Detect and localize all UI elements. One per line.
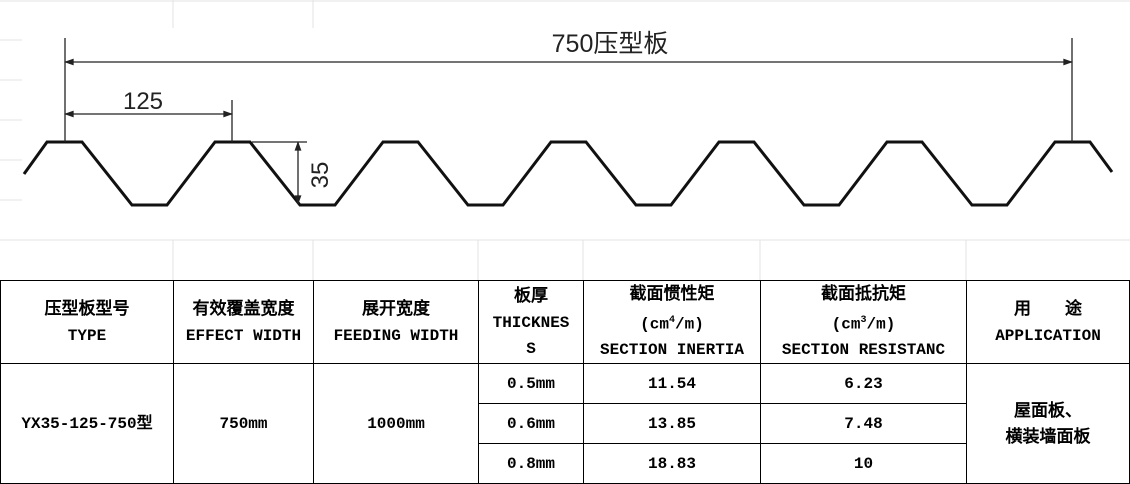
background-grid <box>0 0 1130 280</box>
unit: /m) <box>675 315 704 334</box>
unit: (cm <box>640 315 669 334</box>
header-en: THICKNES <box>492 313 570 332</box>
header-zh: 截面抵抗矩 <box>821 284 906 304</box>
height-label: 35 <box>307 162 334 189</box>
unit-exponent: 3 <box>860 315 867 326</box>
inertia-cell: 13.85 <box>583 403 761 445</box>
header-application: 用 途 APPLICATION <box>966 279 1130 365</box>
resistance-cell: 7.48 <box>760 403 967 445</box>
table-row: 0.6mm 13.85 7.48 <box>1 403 1130 445</box>
header-en: EFFECT WIDTH <box>185 326 302 345</box>
header-effect-width: 有效覆盖宽度 EFFECT WIDTH <box>173 279 314 365</box>
inertia-cell: 11.54 <box>583 363 761 405</box>
header-zh: 有效覆盖宽度 <box>192 298 295 319</box>
header-section-inertia: 截面惯性矩 (cm4/m) SECTION INERTIA <box>583 279 761 365</box>
header-zh: 展开宽度 <box>362 298 430 319</box>
application-line: 横装墙面板 <box>1005 426 1091 447</box>
header-en: FEEDING WIDTH <box>333 326 459 345</box>
header-zh: 压型板型号 <box>44 298 130 319</box>
application-line: 屋面板、 <box>1014 400 1082 421</box>
resistance-cell: 6.23 <box>760 363 967 405</box>
header-section-resistance: 截面抵抗矩 (cm3/m) SECTION RESISTANC <box>760 279 967 365</box>
header-zh: 板厚 <box>514 285 548 306</box>
table-row: YX35-125-750型 750mm 1000mm 0.5mm 11.54 6… <box>0 363 1130 484</box>
feeding-width-cell: 1000mm <box>313 363 479 484</box>
profile-diagram: 750压型板 125 35 <box>0 0 1130 280</box>
unit: (cm <box>831 315 861 334</box>
header-thickness: 板厚 THICKNES S <box>478 279 584 365</box>
header-feeding-width: 展开宽度 FEEDING WIDTH <box>313 279 479 365</box>
pitch-label: 125 <box>123 88 163 115</box>
inertia-cell: 18.83 <box>583 443 761 484</box>
application-cell: 屋面板、 横装墙面板 <box>966 363 1130 484</box>
header-zh: 用 途 <box>1014 298 1082 319</box>
header-row: 压型板型号 TYPE 有效覆盖宽度 EFFECT WIDTH 展开宽度 FEEDING… <box>0 279 1130 365</box>
header-en: SECTION RESISTANC <box>781 341 946 360</box>
header-en: TYPE <box>67 326 107 345</box>
header-type: 压型板型号 TYPE <box>0 279 174 365</box>
overall-width-label: 750压型板 <box>552 30 669 58</box>
thickness-cell: 0.5mm <box>478 363 584 405</box>
header-zh: 截面惯性矩 <box>629 284 715 304</box>
header-en: SECTION INERTIA <box>599 341 745 360</box>
spec-table: 压型板型号 TYPE 有效覆盖宽度 EFFECT WIDTH 展开宽度 FEEDING… <box>0 279 1130 484</box>
resistance-cell: 10 <box>760 443 967 484</box>
table-row: 0.8mm 18.83 10 <box>1 443 1130 484</box>
thickness-cell: 0.8mm <box>478 443 584 484</box>
dimension-lines <box>64 38 1073 205</box>
type-cell: YX35-125-750型 <box>0 363 174 484</box>
header-en: APPLICATION <box>995 326 1101 345</box>
header-en: S <box>526 339 536 358</box>
unit: /m) <box>866 315 896 334</box>
thickness-cell: 0.6mm <box>478 403 584 445</box>
trapezoid-profile-line <box>22 140 1114 207</box>
unit-exponent: 4 <box>668 315 675 326</box>
effect-width-cell: 750mm <box>173 363 314 484</box>
